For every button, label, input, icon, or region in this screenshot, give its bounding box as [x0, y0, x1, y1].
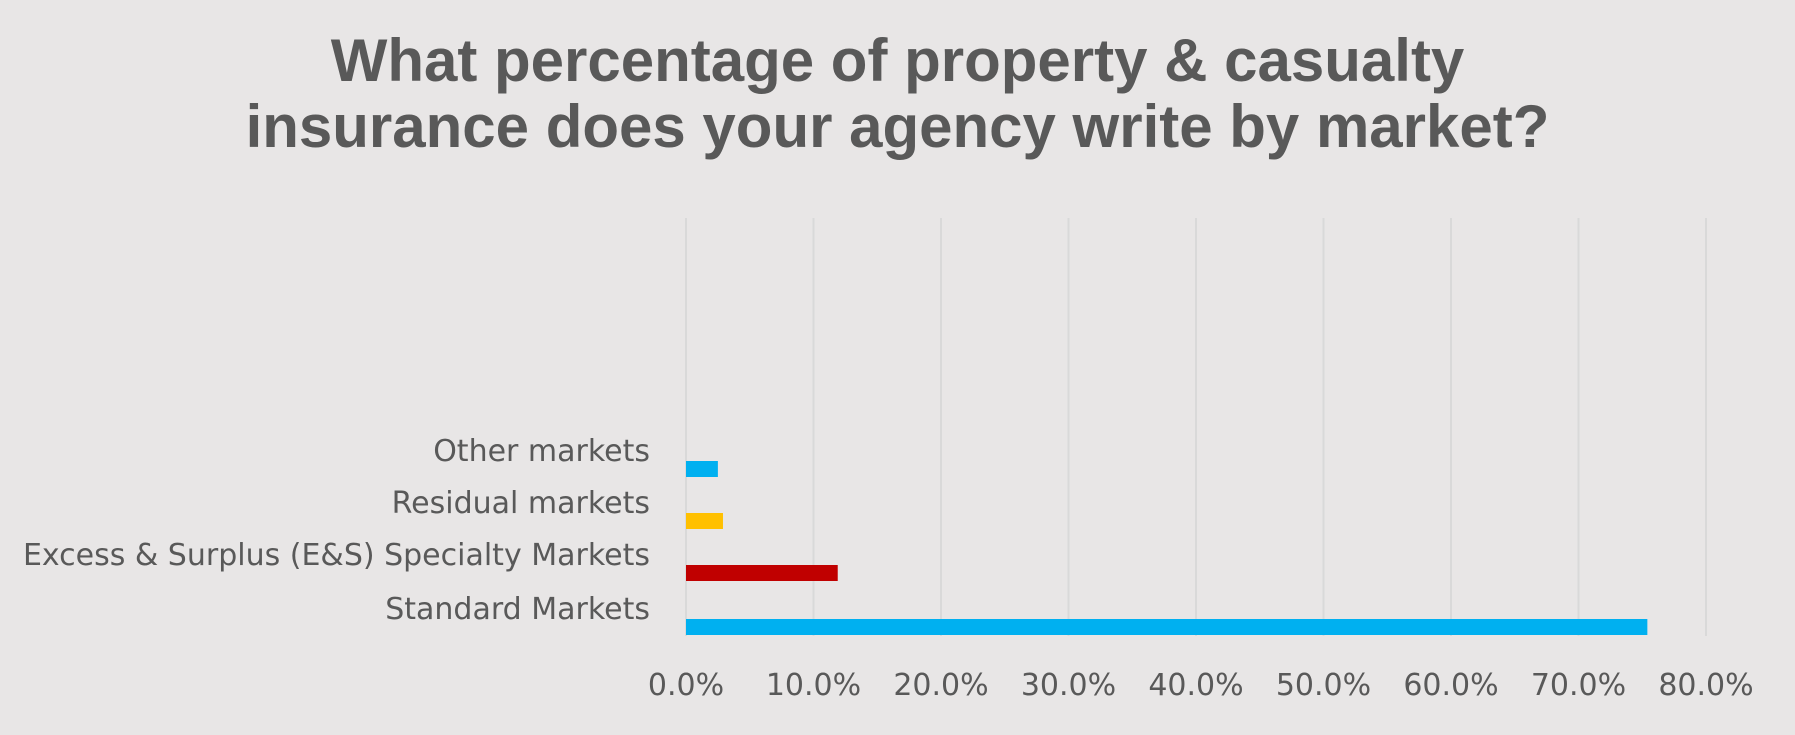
x-tick-label: 30.0% [1021, 668, 1116, 703]
x-tick-label: 70.0% [1531, 668, 1626, 703]
category-label: Other markets [433, 434, 650, 469]
bar [686, 565, 838, 581]
x-tick-label: 0.0% [648, 668, 724, 703]
bar [686, 513, 723, 529]
chart-title-line-2: insurance does your agency write by mark… [245, 93, 1550, 160]
category-label: Excess & Surplus (E&S) Specialty Markets [23, 538, 650, 573]
category-label: Standard Markets [385, 592, 650, 627]
x-tick-label: 40.0% [1148, 668, 1243, 703]
x-tick-label: 50.0% [1276, 668, 1371, 703]
x-tick-label: 10.0% [766, 668, 861, 703]
chart-title: What percentage of property & casualty i… [0, 28, 1795, 160]
x-tick-label: 20.0% [893, 668, 988, 703]
bar [686, 619, 1648, 635]
x-tick-label: 60.0% [1403, 668, 1498, 703]
bar [686, 461, 718, 477]
chart-title-line-1: What percentage of property & casualty [330, 27, 1465, 94]
category-label: Residual markets [392, 486, 650, 521]
x-tick-label: 80.0% [1658, 668, 1753, 703]
